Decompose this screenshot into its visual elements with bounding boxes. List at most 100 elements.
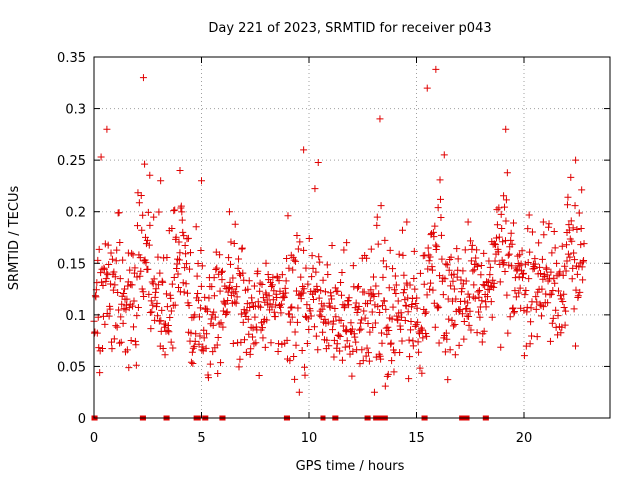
data-point [224,288,232,296]
data-point [580,240,588,248]
data-point [245,330,253,338]
data-point [315,253,323,261]
data-point [316,307,324,315]
data-point [486,263,494,271]
data-point [435,339,443,347]
data-point [117,313,125,321]
data-point [507,236,515,244]
data-point [282,289,290,297]
data-point [116,339,124,347]
data-point [274,347,282,355]
data-point [138,226,146,234]
data-point [215,320,223,328]
data-point [135,199,143,207]
data-point [193,272,201,280]
data-point [537,312,545,320]
data-point [113,323,121,331]
data-point [144,265,152,273]
data-point [494,248,502,256]
data-point [349,262,357,270]
data-point [324,318,332,326]
data-point [535,239,543,247]
data-point [549,314,557,322]
data-point [204,307,212,315]
data-point [341,343,349,351]
data-point [285,310,293,318]
data-point [416,330,424,338]
data-point [389,303,397,311]
data-point [570,249,578,257]
data-point [133,312,141,320]
data-point [291,328,299,336]
data-point [480,249,488,257]
data-point [145,290,153,298]
data-point [142,240,150,248]
data-point [302,264,310,272]
data-point [526,248,534,256]
data-point [245,277,253,285]
data-point [543,271,551,279]
data-point [374,303,382,311]
data-point [573,225,581,233]
data-point [250,282,258,290]
data-point [563,241,571,249]
data-point [566,253,574,261]
data-point [374,240,382,248]
data-point [567,217,575,225]
data-point [405,375,413,383]
data-point [149,280,157,288]
data-point [291,375,299,383]
data-point [236,355,244,363]
data-point [128,281,136,289]
data-point [401,316,409,324]
data-point [200,334,208,342]
data-point [133,222,141,230]
data-point [467,326,475,334]
data-point [277,309,285,317]
data-point [495,204,503,212]
data-point [388,357,396,365]
data-point [462,277,470,285]
data-point [111,273,119,281]
data-point [98,278,106,286]
data-point [379,257,387,265]
data-point [127,336,135,344]
data-point [382,263,390,271]
data-point [359,357,367,365]
data-point [250,340,258,348]
data-point [143,236,151,244]
data-point [144,208,152,216]
data-point [307,312,315,320]
data-point [174,283,182,291]
data-point [331,305,339,313]
data-point [239,269,247,277]
data-point [213,341,221,349]
x-tick-label: 15 [408,431,425,446]
data-point [556,268,564,276]
data-point [444,295,452,303]
data-point [212,266,220,274]
data-point [478,338,486,346]
data-point [312,332,320,340]
data-point [95,245,103,253]
data-point [292,341,300,349]
data-point [561,262,569,270]
data-point [460,335,468,343]
data-point [106,305,114,313]
data-point [175,238,183,246]
data-point [371,319,379,327]
data-point [502,217,510,225]
data-point [564,193,572,201]
data-point [228,285,236,293]
data-point [358,346,366,354]
data-point [355,302,363,310]
data-point [405,336,413,344]
data-point [272,301,280,309]
data-point [202,344,210,352]
data-point [170,274,178,282]
data-point [332,313,340,321]
data-point [155,317,163,325]
data-point [385,284,393,292]
data-point [148,308,156,316]
data-point [470,281,478,289]
